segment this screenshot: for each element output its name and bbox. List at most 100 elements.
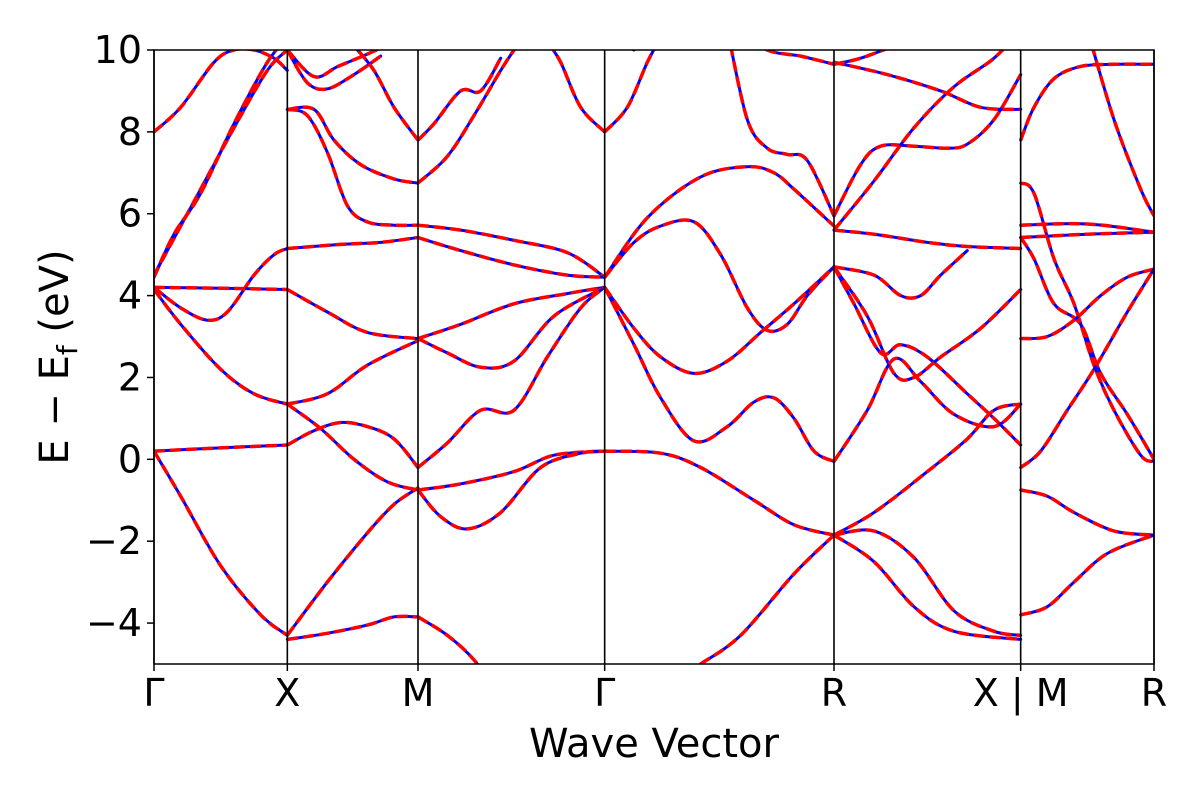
band-line-red (154, 288, 288, 406)
band-line (832, 356, 1023, 463)
band-line-blue (1019, 488, 1154, 537)
band-line-red (832, 73, 1023, 217)
band-line (285, 107, 420, 228)
band-line-red (1019, 62, 1154, 141)
band-line-red (763, 50, 835, 67)
band-line-red (1091, 50, 1154, 217)
band-line (1019, 488, 1154, 537)
band-line (832, 533, 1023, 642)
band-line (763, 50, 836, 67)
band-line-red (286, 287, 419, 341)
band-line-red (416, 50, 516, 185)
band-line (699, 533, 836, 664)
band-line (832, 50, 1005, 232)
band-line (416, 285, 607, 370)
band-line-blue (285, 339, 420, 406)
band-line (832, 228, 1023, 251)
band-line (603, 218, 836, 334)
band-line (1019, 267, 1154, 341)
band-line-red (154, 50, 289, 276)
band-line-red (1020, 488, 1154, 537)
band-line-red (832, 266, 1022, 447)
band-line-blue (1091, 50, 1154, 218)
y-tick-label: 0 (118, 437, 142, 481)
band-line (285, 486, 420, 637)
band-line-blue (416, 223, 607, 279)
y-axis-label: E − Ef (eV) (32, 249, 84, 464)
band-line-red (154, 443, 288, 453)
band-line-blue (416, 449, 607, 492)
band-line-red (1020, 221, 1154, 234)
band-line (285, 105, 420, 185)
x-tick-label: R (821, 671, 847, 715)
band-line-blue (603, 50, 656, 134)
band-line-blue (603, 449, 836, 537)
band-line-red (287, 235, 419, 251)
band-line (603, 285, 836, 464)
band-line-blue (603, 165, 836, 279)
band-line-blue (285, 486, 420, 637)
band-line (832, 73, 1023, 218)
band-line (832, 528, 1023, 638)
band-line (416, 235, 607, 279)
x-axis-label: Wave Vector (529, 721, 780, 767)
band-line (285, 614, 420, 642)
y-tick-label: 10 (94, 28, 142, 72)
band-line (285, 50, 383, 92)
band-line-blue (551, 50, 607, 134)
band-line (1019, 62, 1154, 142)
band-line-blue (154, 449, 289, 637)
band-line (355, 50, 420, 142)
band-line-red (154, 450, 289, 637)
band-line (154, 443, 289, 453)
band-line-red (417, 285, 606, 370)
x-axis-ticks: Γ X M Γ R X | M R (143, 664, 1167, 716)
y-axis-ticks: −4 −2 0 2 4 6 8 10 (86, 28, 154, 645)
band-line-red (833, 249, 969, 300)
band-line-blue (416, 285, 607, 370)
band-line-red (603, 164, 836, 279)
band-line-blue (416, 50, 516, 185)
band-line-red (1020, 533, 1154, 617)
band-line (832, 265, 1023, 383)
band-line-red (286, 420, 420, 469)
high-symmetry-lines (153, 50, 1155, 664)
band-line (630, 50, 636, 52)
y-tick-label: 8 (118, 110, 142, 154)
band-line (285, 287, 420, 341)
band-line-red (833, 60, 1021, 112)
band-line-red (630, 50, 634, 52)
band-line (1019, 267, 1154, 469)
band-line (603, 50, 656, 134)
band-line-blue (154, 288, 289, 406)
band-line-red (699, 533, 836, 664)
band-line-blue (416, 449, 607, 531)
band-line-red (417, 615, 480, 664)
band-line-red (1020, 230, 1154, 240)
band-line (416, 56, 503, 142)
band-line (1091, 50, 1154, 218)
band-line (416, 285, 607, 341)
band-line-red (1020, 267, 1154, 341)
band-line (154, 246, 289, 323)
band-line-red (416, 57, 503, 142)
band-line (832, 50, 889, 67)
band-line-red (154, 50, 289, 134)
y-tick-label: 6 (118, 192, 142, 236)
x-tick-label: Γ (594, 671, 615, 715)
band-line (416, 50, 516, 185)
band-line (1019, 221, 1154, 234)
x-tick-label: M (402, 671, 435, 715)
band-line-red (287, 614, 419, 642)
band-line-red (604, 449, 835, 537)
band-line (285, 339, 420, 406)
band-line-red (729, 50, 836, 217)
band-line (416, 449, 607, 492)
band-line-blue (832, 249, 969, 300)
x-tick-label: Γ (143, 671, 164, 715)
band-line-blue (832, 228, 1023, 250)
y-axis-label-units: (eV) (32, 249, 78, 345)
band-line-blue (285, 107, 420, 227)
x-tick-label: X | M (973, 671, 1069, 716)
